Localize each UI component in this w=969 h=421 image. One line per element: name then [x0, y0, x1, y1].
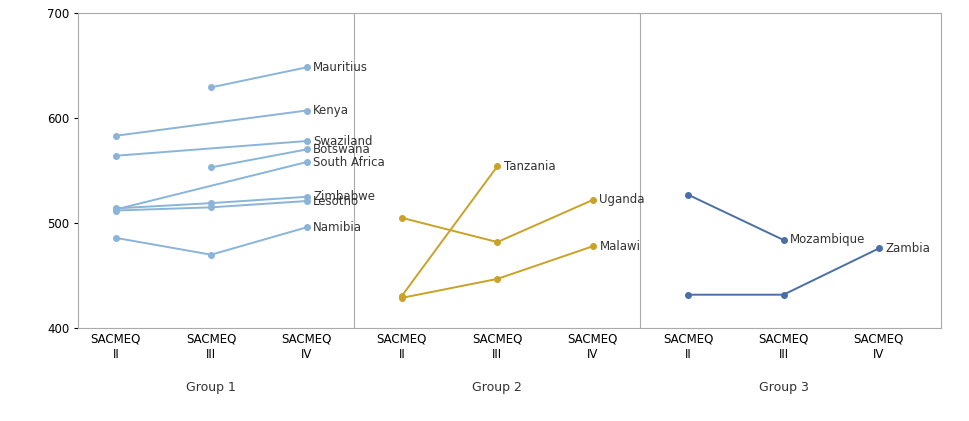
Text: Mauritius: Mauritius — [313, 61, 368, 74]
Text: Zimbabwe: Zimbabwe — [313, 190, 375, 203]
Text: Namibia: Namibia — [313, 221, 361, 234]
Text: Kenya: Kenya — [313, 104, 349, 117]
Text: Zambia: Zambia — [885, 242, 929, 255]
Text: Group 3: Group 3 — [758, 381, 807, 394]
Text: Group 1: Group 1 — [186, 381, 235, 394]
Text: Mozambique: Mozambique — [790, 234, 864, 246]
Text: Malawi: Malawi — [599, 240, 640, 253]
Text: Botswana: Botswana — [313, 143, 370, 156]
Text: Group 2: Group 2 — [472, 381, 521, 394]
Text: South Africa: South Africa — [313, 156, 385, 168]
Text: Swaziland: Swaziland — [313, 135, 372, 147]
Text: Uganda: Uganda — [599, 194, 644, 206]
Text: Tanzania: Tanzania — [504, 160, 555, 173]
Text: Lesotho: Lesotho — [313, 195, 359, 208]
